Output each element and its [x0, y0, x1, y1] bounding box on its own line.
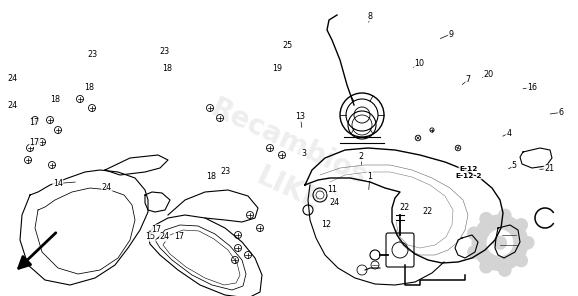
- Text: 13: 13: [295, 112, 306, 121]
- Text: Recambios: Recambios: [206, 94, 372, 191]
- Text: 19: 19: [272, 64, 283, 73]
- Text: 18: 18: [206, 172, 216, 181]
- Text: 21: 21: [544, 164, 554, 173]
- Text: 20: 20: [483, 70, 494, 78]
- Circle shape: [499, 209, 511, 221]
- Text: 18: 18: [84, 83, 95, 92]
- Text: 3: 3: [301, 149, 306, 158]
- Circle shape: [472, 215, 528, 271]
- Text: 24: 24: [102, 184, 112, 192]
- Text: 4: 4: [506, 129, 511, 138]
- Text: 12: 12: [321, 221, 332, 229]
- Text: 14: 14: [53, 179, 63, 188]
- Text: E-12: E-12: [459, 166, 477, 172]
- Circle shape: [480, 213, 492, 225]
- Circle shape: [487, 230, 513, 255]
- Text: 23: 23: [220, 167, 231, 176]
- Text: 2: 2: [359, 152, 364, 161]
- Text: 10: 10: [414, 59, 424, 68]
- Circle shape: [499, 264, 511, 276]
- Text: 17: 17: [29, 138, 40, 147]
- Circle shape: [521, 237, 534, 249]
- Text: 15: 15: [145, 232, 155, 241]
- Text: 24: 24: [8, 101, 18, 110]
- Text: 22: 22: [423, 207, 433, 216]
- Text: 17: 17: [151, 225, 161, 234]
- Text: 11: 11: [327, 185, 338, 194]
- Text: 1: 1: [368, 172, 372, 181]
- Text: 8: 8: [368, 12, 372, 21]
- Text: 17: 17: [174, 232, 184, 241]
- Text: 24: 24: [8, 74, 18, 83]
- Text: 18: 18: [50, 95, 60, 104]
- Text: 6: 6: [558, 108, 563, 117]
- Text: 17: 17: [29, 118, 40, 127]
- Text: 9: 9: [449, 30, 453, 38]
- Text: 18: 18: [162, 64, 173, 73]
- Text: 7: 7: [466, 75, 470, 84]
- Text: LIKE: LIKE: [252, 162, 326, 217]
- Circle shape: [515, 219, 527, 231]
- Circle shape: [468, 246, 480, 258]
- Text: 23: 23: [160, 47, 170, 56]
- Text: 16: 16: [527, 83, 537, 92]
- Text: 24: 24: [329, 198, 339, 207]
- Circle shape: [515, 255, 527, 267]
- Text: 25: 25: [283, 41, 293, 50]
- Text: 23: 23: [87, 50, 98, 59]
- Text: 5: 5: [512, 161, 517, 170]
- Text: 24: 24: [160, 232, 170, 241]
- Text: E-12-2: E-12-2: [455, 173, 481, 179]
- Text: 22: 22: [399, 203, 410, 212]
- Circle shape: [468, 227, 480, 239]
- Circle shape: [494, 237, 506, 249]
- Circle shape: [480, 261, 492, 273]
